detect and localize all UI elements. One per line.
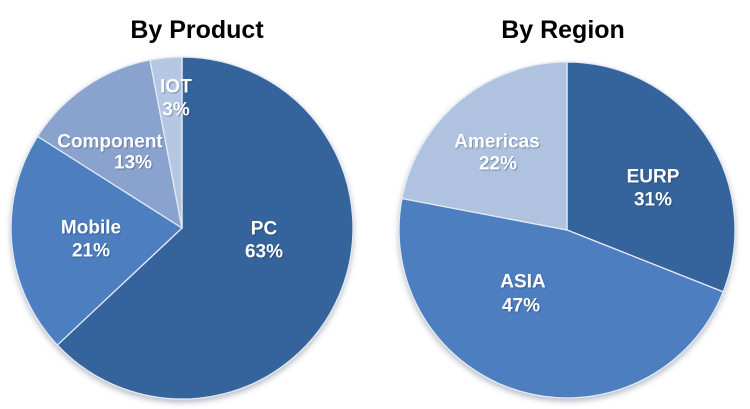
pie-slice-eurp	[566, 61, 736, 293]
pie-by-product	[10, 56, 354, 400]
pie-label-asia-name: ASIA	[500, 272, 546, 293]
pie-label-americas-name: Americas	[454, 132, 540, 153]
pie-label-component-percent: 13%	[114, 153, 152, 174]
pie-label-iot-name: IOT	[160, 77, 192, 98]
pie-slice-iot	[149, 56, 183, 229]
pie-slice-americas	[401, 61, 568, 231]
pie-by-region	[398, 61, 736, 399]
pie-label-americas-percent: 22%	[479, 154, 517, 175]
pie-label-eurp-percent: 31%	[634, 190, 672, 211]
pie-label-pc-percent: 63%	[245, 242, 283, 263]
pie-slice-asia	[398, 197, 724, 399]
pie-slice-mobile	[10, 135, 183, 346]
pie-label-eurp-name: EURP	[627, 167, 680, 188]
pie-slice-pc	[56, 56, 354, 400]
pie-label-iot-percent: 3%	[162, 100, 190, 121]
pie-label-asia-percent: 47%	[502, 296, 540, 317]
pie-label-mobile-percent: 21%	[72, 241, 110, 262]
chart-title-by-region: By Region	[501, 16, 625, 44]
pie-label-component-name: Component	[57, 132, 163, 153]
pie-label-pc-name: PC	[251, 219, 278, 240]
chart-title-by-product: By Product	[130, 16, 264, 44]
pie-slice-component	[36, 59, 183, 229]
pie-label-mobile-name: Mobile	[61, 218, 121, 239]
